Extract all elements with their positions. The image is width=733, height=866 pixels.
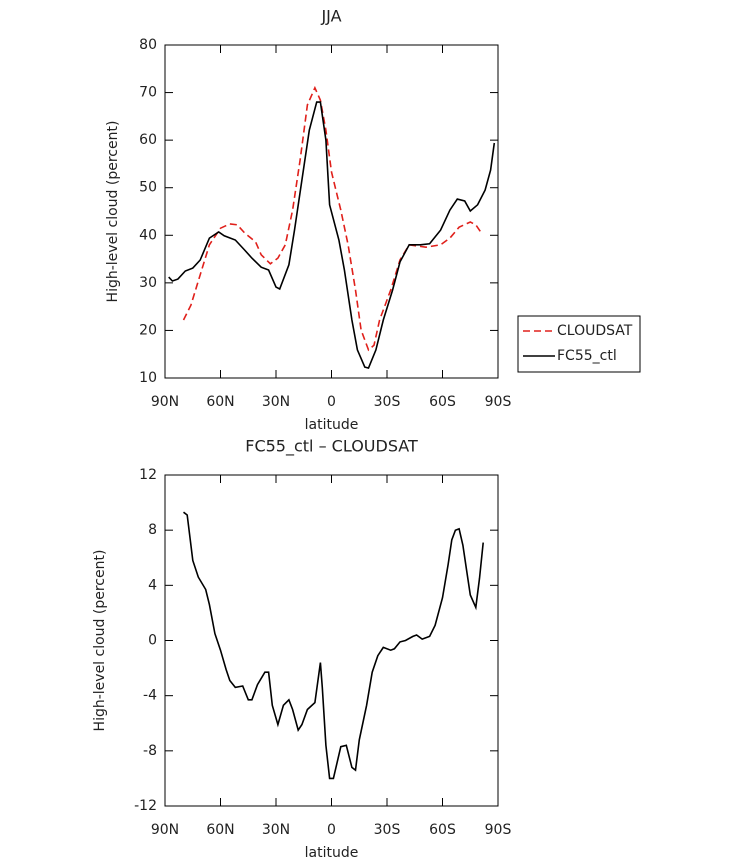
plot-frame bbox=[164, 44, 499, 379]
data-line bbox=[182, 85, 482, 352]
legend-label: CLOUDSAT bbox=[557, 323, 633, 339]
y-tick-label: 0 bbox=[148, 633, 157, 649]
y-tick-label: 40 bbox=[139, 227, 157, 243]
chart-title: FC55_ctl – CLOUDSAT bbox=[245, 437, 418, 457]
chart-title: JJA bbox=[320, 7, 341, 26]
y-tick-label: 80 bbox=[139, 37, 157, 53]
plot-frame bbox=[164, 474, 499, 807]
x-tick-label: 30N bbox=[262, 822, 290, 838]
x-tick-label: 60S bbox=[429, 822, 456, 838]
legend-label: FC55_ctl bbox=[557, 348, 617, 364]
x-tick-label: 90S bbox=[485, 394, 512, 410]
y-tick-label: 8 bbox=[148, 522, 157, 538]
x-tick-label: 30N bbox=[262, 394, 290, 410]
y-tick-label: -4 bbox=[143, 688, 157, 704]
y-axis-label: High-level cloud (percent) bbox=[105, 121, 121, 303]
x-tick-label: 90N bbox=[151, 822, 179, 838]
y-tick-label: 10 bbox=[139, 370, 157, 386]
x-tick-label: 60N bbox=[206, 822, 234, 838]
x-tick-label: 90S bbox=[485, 822, 512, 838]
y-tick-label: 30 bbox=[139, 275, 157, 291]
y-tick-label: 60 bbox=[139, 132, 157, 148]
data-line bbox=[183, 511, 484, 780]
y-tick-label: 70 bbox=[139, 85, 157, 101]
data-line bbox=[168, 101, 496, 369]
y-tick-label: 12 bbox=[139, 467, 157, 483]
y-tick-label: 4 bbox=[148, 577, 157, 593]
x-tick-label: 90N bbox=[151, 394, 179, 410]
y-tick-label: 50 bbox=[139, 180, 157, 196]
x-tick-label: 60S bbox=[429, 394, 456, 410]
x-tick-label: 0 bbox=[327, 822, 336, 838]
x-axis-label: latitude bbox=[305, 417, 359, 433]
x-tick-label: 30S bbox=[374, 822, 401, 838]
y-tick-label: 20 bbox=[139, 322, 157, 338]
x-axis-label: latitude bbox=[305, 845, 359, 861]
y-axis-label: High-level cloud (percent) bbox=[92, 550, 108, 732]
x-tick-label: 0 bbox=[327, 394, 336, 410]
x-tick-label: 30S bbox=[374, 394, 401, 410]
y-tick-label: -12 bbox=[134, 798, 157, 814]
legend-box bbox=[517, 315, 641, 373]
x-tick-label: 60N bbox=[206, 394, 234, 410]
y-tick-label: -8 bbox=[143, 743, 157, 759]
